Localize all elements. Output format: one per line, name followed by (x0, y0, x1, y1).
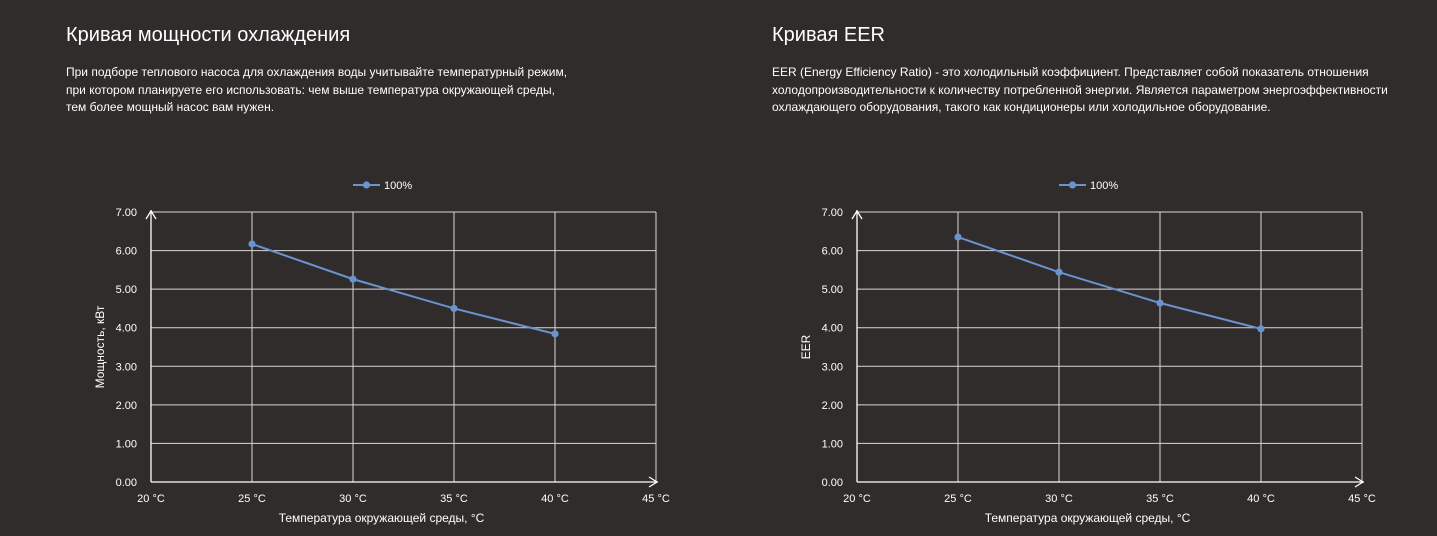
y-tick-label: 6.00 (822, 246, 843, 258)
y-tick-label: 0.00 (822, 477, 843, 489)
data-point (349, 275, 357, 283)
description-line: при котором планируете его использовать:… (66, 82, 555, 97)
x-tick-label: 30 °C (1045, 493, 1073, 505)
x-tick-label: 45 °C (1348, 493, 1376, 505)
y-tick-label: 1.00 (116, 438, 137, 450)
description-line: охлаждающего оборудования, такого как ко… (772, 100, 1271, 114)
data-point (1055, 268, 1063, 276)
y-tick-label: 2.00 (116, 400, 137, 412)
x-tick-label: 20 °C (843, 493, 871, 505)
x-axis-arrow (1354, 476, 1365, 488)
description-line: тем более мощный насос вам нужен. (66, 100, 275, 114)
y-axis-title: EER (799, 334, 813, 359)
panel-description: EER (Energy Efficiency Ratio) - это холо… (772, 64, 1392, 117)
y-axis-arrow (851, 209, 863, 220)
x-tick-label: 25 °C (944, 493, 972, 505)
data-point (450, 304, 458, 313)
y-tick-label: 4.00 (116, 323, 137, 335)
x-tick-label: 25 °C (238, 493, 266, 505)
description-line: EER (Energy Efficiency Ratio) - это холо… (772, 65, 1369, 79)
data-point (551, 330, 559, 338)
data-point (1156, 299, 1164, 307)
series-line (251, 243, 556, 335)
x-tick-label: 20 °C (137, 493, 165, 505)
y-tick-label: 2.00 (822, 400, 843, 412)
y-tick-label: 4.00 (822, 323, 843, 335)
x-tick-label: 40 °C (1247, 493, 1275, 505)
x-tick-label: 45 °C (642, 493, 670, 505)
y-tick-label: 7.00 (822, 207, 843, 219)
y-tick-label: 3.00 (822, 361, 843, 373)
y-axis-title: Мощность, кВт (93, 305, 107, 388)
legend-label: 100% (1090, 180, 1118, 192)
x-tick-label: 30 °C (339, 493, 367, 505)
x-tick-label: 35 °C (440, 493, 468, 505)
x-tick-label: 35 °C (1146, 493, 1174, 505)
legend-marker (362, 181, 371, 189)
x-tick-label: 40 °C (541, 493, 569, 505)
x-axis-title: Температура окружающей среды, °C (279, 511, 485, 525)
legend-label: 100% (384, 180, 412, 192)
cooling-capacity-chart: 0.00 1.00 2.00 3.00 4.00 5.00 6.00 7.00 20 °C 25 … (93, 180, 670, 525)
panel-description: При подборе теплового насоса для охлажде… (66, 64, 686, 117)
x-axis-title: Температура окружающей среды, °C (985, 511, 1191, 525)
eer-chart: 0.00 1.00 2.00 3.00 4.00 5.00 6.00 7.00 20 °C 25 … (799, 180, 1376, 525)
legend-marker (1068, 181, 1077, 189)
y-tick-label: 6.00 (116, 246, 137, 258)
y-tick-label: 0.00 (116, 477, 137, 489)
y-tick-label: 5.00 (822, 284, 843, 296)
y-tick-label: 5.00 (116, 284, 137, 296)
series-line (957, 236, 1262, 330)
y-tick-label: 1.00 (822, 438, 843, 450)
panel-title: Кривая мощности охлаждения (66, 24, 351, 46)
panel-title: Кривая EER (772, 24, 885, 46)
data-point (954, 233, 962, 241)
description-line: При подборе теплового насоса для охлажде… (66, 65, 568, 79)
y-tick-label: 3.00 (116, 361, 137, 373)
y-tick-label: 7.00 (116, 207, 137, 219)
y-axis-arrow (145, 209, 157, 220)
data-point (1257, 325, 1265, 333)
description-line: холодопроизводительности к количеству по… (772, 82, 1388, 97)
data-point (248, 240, 256, 248)
x-axis-arrow (648, 476, 659, 488)
